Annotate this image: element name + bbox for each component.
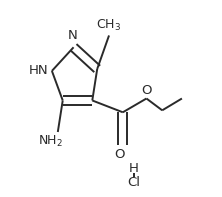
Text: CH$_3$: CH$_3$ (97, 18, 122, 33)
Text: HN: HN (28, 64, 48, 77)
Text: Cl: Cl (127, 176, 140, 189)
Text: O: O (141, 84, 151, 97)
Text: O: O (115, 148, 125, 161)
Text: H: H (129, 162, 139, 175)
Text: N: N (68, 29, 77, 42)
Text: NH$_2$: NH$_2$ (38, 134, 63, 149)
